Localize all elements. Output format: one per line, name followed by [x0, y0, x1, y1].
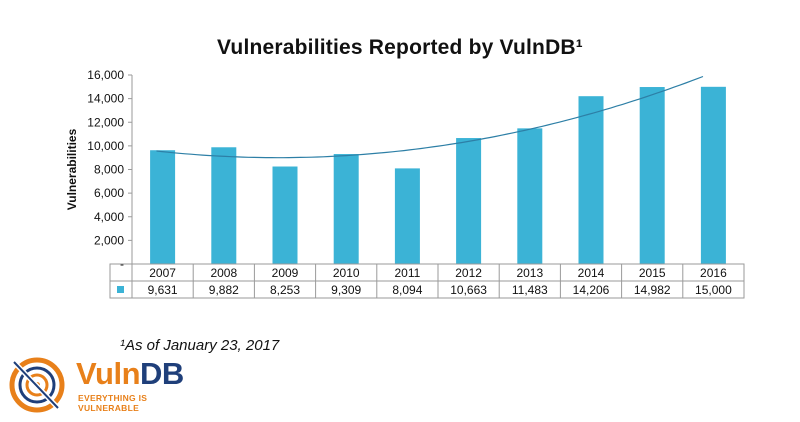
x-tick-label: 2014: [578, 266, 605, 280]
data-label: 9,882: [209, 283, 239, 297]
bar-2013: [517, 128, 543, 264]
y-tick-label: 14,000: [87, 92, 124, 106]
data-label: 9,631: [148, 283, 178, 297]
vulndb-logo: VulnDB EVERYTHING IS VULNERABLE: [4, 352, 204, 416]
data-label: 10,663: [450, 283, 487, 297]
x-tick-label: 2012: [455, 266, 482, 280]
logo-name-part2: DB: [140, 356, 184, 391]
vulndb-logo-icon: [9, 357, 65, 413]
trendline: [156, 75, 704, 159]
footnote: ¹As of January 23, 2017: [120, 337, 280, 354]
y-axis-title: Vulnerabilities: [65, 128, 79, 210]
table-legend-key: [117, 286, 124, 293]
y-tick-label: 2,000: [94, 233, 124, 247]
bar-2009: [272, 166, 298, 264]
bar-2010: [333, 154, 359, 264]
y-tick-label: 10,000: [87, 139, 124, 153]
bar-2014: [578, 96, 604, 265]
data-label: 14,982: [634, 283, 671, 297]
y-tick-label: 6,000: [94, 186, 124, 200]
bar-2016: [700, 86, 726, 264]
data-label: 15,000: [695, 283, 732, 297]
chart-title: Vulnerabilities Reported by VulnDB¹: [217, 36, 583, 59]
y-tick-label: 8,000: [94, 163, 124, 177]
logo-name: VulnDB: [76, 358, 184, 390]
y-tick-label: 4,000: [94, 210, 124, 224]
x-tick-label: 2013: [516, 266, 543, 280]
logo-name-part1: Vuln: [76, 356, 141, 391]
x-tick-label: 2011: [394, 266, 420, 280]
data-label: 11,483: [512, 283, 548, 297]
data-label: 8,094: [392, 283, 422, 297]
bar-2008: [211, 147, 237, 264]
data-label: 8,253: [270, 283, 300, 297]
bar-2015: [639, 87, 665, 265]
x-tick-label: 2009: [272, 266, 299, 280]
data-label: 14,206: [573, 283, 610, 297]
x-tick-label: 2015: [639, 266, 666, 280]
data-label: 9,309: [331, 283, 361, 297]
y-tick-label: 12,000: [87, 115, 124, 129]
x-tick-label: 2007: [149, 266, 176, 280]
bar-2011: [394, 168, 420, 264]
logo-tagline: EVERYTHING IS VULNERABLE: [78, 393, 148, 413]
bar-2007: [150, 150, 176, 264]
bar-2012: [456, 138, 482, 264]
x-tick-label: 2010: [333, 266, 360, 280]
x-tick-label: 2016: [700, 266, 727, 280]
y-tick-label: 16,000: [87, 68, 124, 82]
x-tick-label: 2008: [210, 266, 237, 280]
